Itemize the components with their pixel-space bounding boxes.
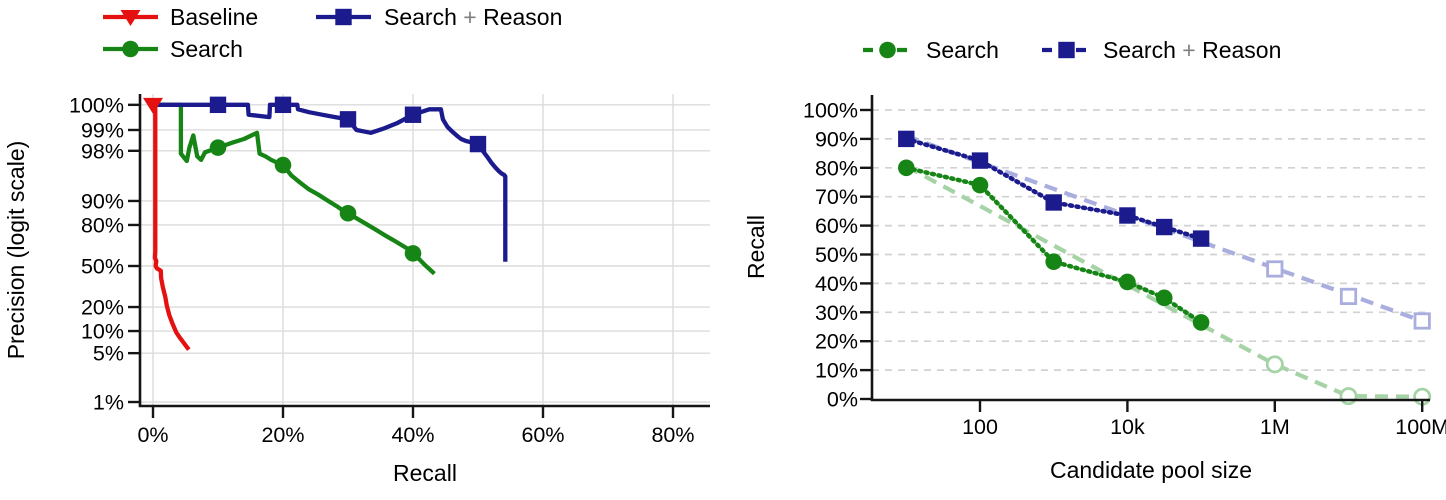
square-marker	[274, 96, 292, 114]
legend-label: Baseline	[170, 4, 258, 30]
x-tick-label: 100M	[1395, 415, 1446, 439]
y-tick-label: 70%	[815, 185, 858, 209]
series-line-search-extrapolated-	[905, 164, 1423, 399]
y-tick-label: 90%	[815, 127, 858, 151]
circle-marker	[971, 176, 989, 194]
legend-item: Search + Reason	[1042, 37, 1281, 63]
legend-square-icon	[1058, 41, 1075, 59]
square-marker	[1156, 218, 1173, 236]
legend-item: Search	[863, 37, 999, 63]
circle-marker	[1045, 253, 1062, 271]
y-tick-label: 60%	[815, 214, 858, 238]
triangle-down-marker	[143, 97, 163, 114]
x-tick-label: 10k	[1110, 415, 1145, 439]
gridlines	[872, 109, 1430, 371]
y-axis-label: Precision (logit scale)	[3, 141, 29, 360]
circle-marker	[404, 245, 422, 262]
y-tick-label: 98%	[81, 139, 124, 163]
y-tick-label: 40%	[815, 272, 858, 296]
square-marker	[1192, 230, 1210, 247]
circle-marker	[1192, 314, 1210, 331]
legend-item: Baseline	[103, 4, 258, 30]
axis-titles: Recall Precision (logit scale)	[3, 141, 457, 486]
legend: Baseline Search Search + Reason	[103, 4, 562, 62]
square-marker	[971, 152, 989, 169]
square-marker	[1413, 312, 1431, 330]
y-tick-label: 5%	[93, 342, 124, 366]
y-tick-label: 50%	[815, 243, 858, 267]
y-tick-label: 20%	[815, 330, 858, 354]
y-tick-label: 50%	[81, 255, 124, 279]
circle-marker	[898, 159, 915, 177]
y-tick-label: 80%	[815, 156, 858, 180]
square-marker	[1119, 207, 1136, 224]
y-tick-label: 30%	[815, 301, 858, 325]
legend-label: Search + Reason	[384, 4, 562, 30]
y-tick-label: 10%	[81, 320, 124, 344]
series-line-search	[154, 102, 436, 276]
legend: Search Search + Reason	[863, 37, 1281, 63]
x-axis-label: Recall	[393, 460, 457, 486]
legend-label: Search + Reason	[1103, 37, 1281, 63]
x-axis-label: Candidate pool size	[1050, 457, 1252, 483]
gridlines	[140, 94, 710, 406]
legend-label: Search	[170, 36, 243, 62]
tick-labels: 0% 10% 20% 30% 40% 50% 60% 70% 80% 90% 100% 100 10k 1…	[803, 99, 1446, 440]
axes	[128, 94, 710, 418]
series-lines	[904, 134, 1423, 399]
circle-marker	[1265, 355, 1284, 374]
square-marker	[339, 111, 357, 128]
series-line-baseline	[152, 102, 191, 351]
y-tick-label: 20%	[81, 296, 124, 320]
axis-titles: Candidate pool size Recall	[743, 215, 1252, 483]
x-tick-label: 100	[962, 415, 998, 439]
series-line-search-reason	[154, 102, 508, 262]
legend-square-icon	[335, 8, 352, 26]
legend-item: Search + Reason	[316, 4, 562, 30]
y-tick-label: 90%	[81, 189, 124, 213]
series-lines	[152, 102, 508, 351]
y-axis-label: Recall	[743, 215, 769, 279]
y-tick-label: 99%	[81, 118, 124, 142]
recall-vs-pool-chart: 0% 10% 20% 30% 40% 50% 60% 70% 80% 90% 100% 100 10k 1…	[743, 37, 1446, 483]
tick-labels: 100%99%98%90%80%50%20%10%5%1%0% 20% 40% 60%…	[69, 93, 695, 447]
axes	[860, 95, 1430, 412]
legend-item: Search	[103, 36, 243, 62]
series-markers	[898, 130, 1432, 406]
circle-marker	[1339, 387, 1358, 406]
x-tick-label: 1M	[1260, 415, 1290, 439]
series-markers	[143, 96, 487, 262]
precision-recall-chart: 100%99%98%90%80%50%20%10%5%1%0% 20% 40% 60%…	[3, 4, 710, 486]
circle-marker	[274, 156, 292, 174]
legend-circle-icon	[879, 41, 896, 59]
circle-marker	[1155, 289, 1173, 307]
x-tick-label: 20%	[261, 423, 304, 447]
y-tick-label: 100%	[69, 93, 124, 117]
y-tick-label: 1%	[93, 391, 124, 415]
square-marker	[1045, 194, 1062, 211]
square-marker	[404, 106, 422, 123]
circle-marker	[339, 204, 357, 222]
x-tick-label: 80%	[651, 423, 694, 447]
square-marker	[1339, 287, 1358, 306]
y-tick-label: 0%	[827, 388, 858, 412]
legend-circle-icon	[122, 40, 139, 58]
x-tick-label: 60%	[521, 423, 564, 447]
y-tick-label: 80%	[81, 213, 124, 237]
legend-label: Search	[926, 37, 999, 63]
y-tick-label: 10%	[815, 359, 858, 383]
circle-marker	[209, 139, 227, 156]
square-marker	[209, 96, 227, 114]
x-tick-label: 40%	[391, 423, 434, 447]
square-marker	[1266, 260, 1284, 278]
circle-marker	[1119, 273, 1136, 291]
x-tick-label: 0%	[137, 423, 168, 447]
y-tick-label: 100%	[803, 99, 858, 123]
square-marker	[898, 130, 915, 148]
legend-triangle-down-icon	[120, 10, 141, 26]
square-marker	[469, 135, 487, 153]
